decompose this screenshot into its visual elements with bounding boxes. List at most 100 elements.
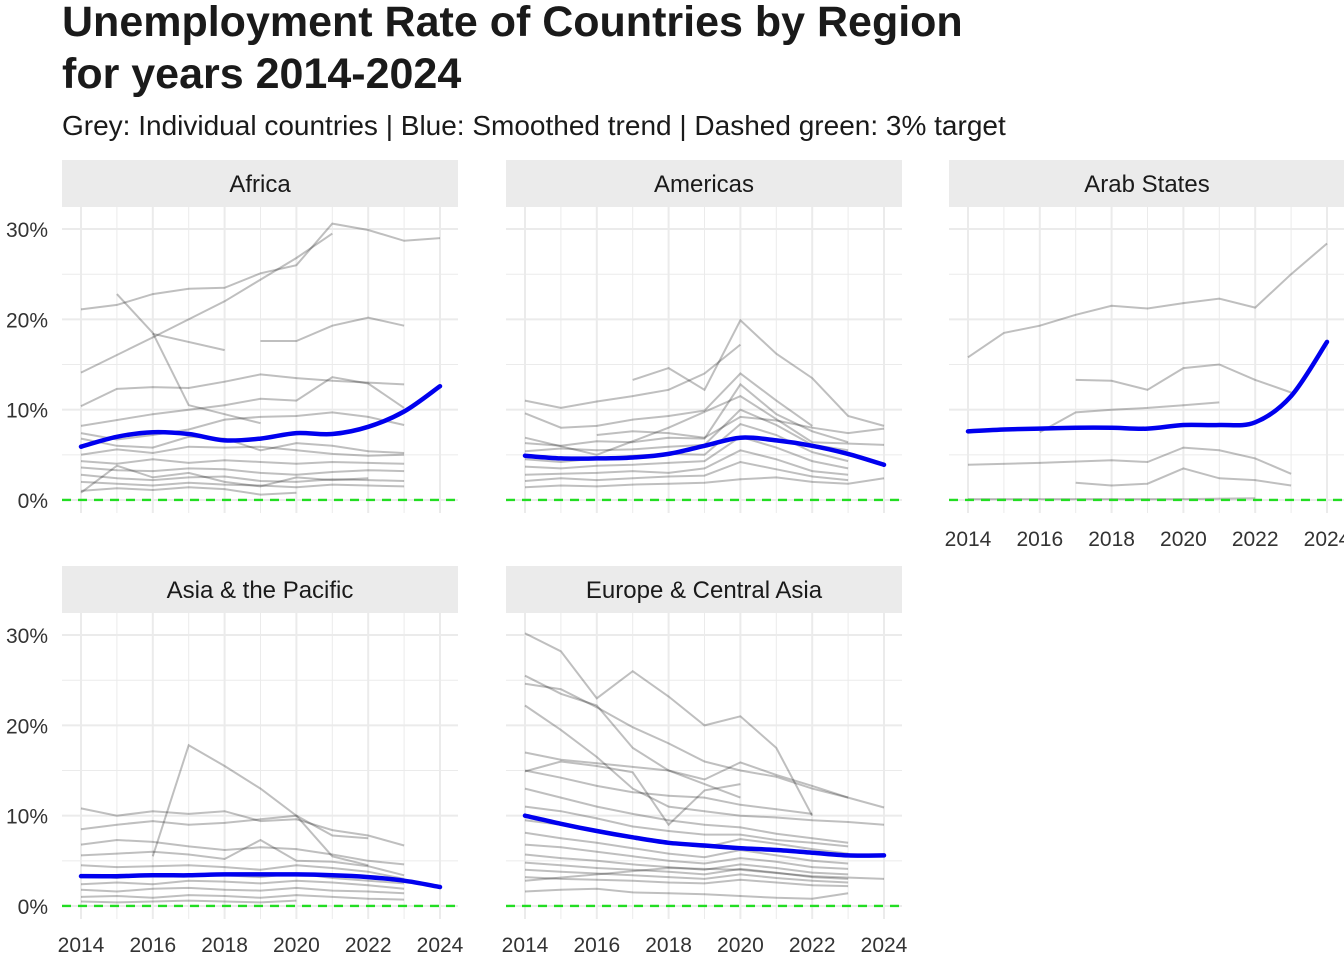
country-line bbox=[524, 769, 813, 815]
country-line bbox=[80, 222, 441, 311]
chart-title: Unemployment Rate of Countries by Region… bbox=[62, 0, 963, 100]
country-line bbox=[524, 760, 741, 827]
country-line bbox=[524, 853, 849, 876]
country-line bbox=[524, 476, 885, 489]
y-tick-label: 10% bbox=[6, 400, 48, 423]
country-line bbox=[524, 751, 849, 799]
y-tick-label: 0% bbox=[18, 490, 48, 513]
facet-strip bbox=[949, 160, 1344, 207]
country-line bbox=[524, 861, 849, 880]
country-line bbox=[1075, 467, 1292, 487]
country-line bbox=[524, 372, 813, 429]
country-line bbox=[80, 814, 369, 840]
x-tick-label: 2016 bbox=[573, 934, 620, 957]
country-line bbox=[80, 458, 405, 465]
x-tick-label: 2022 bbox=[345, 934, 392, 957]
country-line bbox=[116, 293, 261, 425]
country-line bbox=[967, 242, 1328, 359]
country-line bbox=[80, 411, 405, 441]
x-tick-label: 2024 bbox=[861, 934, 908, 957]
country-line bbox=[80, 864, 405, 880]
chart-subtitle: Grey: Individual countries | Blue: Smoot… bbox=[62, 110, 1006, 141]
y-tick-label: 30% bbox=[6, 625, 48, 648]
y-tick-label: 20% bbox=[6, 715, 48, 738]
x-tick-label: 2016 bbox=[1016, 528, 1063, 551]
facet-strip bbox=[62, 160, 458, 207]
country-line bbox=[524, 876, 849, 888]
country-line bbox=[80, 899, 297, 904]
country-line bbox=[80, 486, 297, 496]
chart-title-line-2: for years 2014-2024 bbox=[62, 50, 462, 98]
x-tick-label: 2020 bbox=[717, 934, 764, 957]
facet-strip-label: Arab States bbox=[1084, 171, 1209, 198]
facet-strip-label: Africa bbox=[229, 171, 291, 198]
facet-strip-label: Americas bbox=[654, 171, 754, 198]
country-line bbox=[524, 682, 885, 809]
country-line bbox=[1075, 363, 1292, 394]
y-tick-label: 0% bbox=[18, 896, 48, 919]
x-tick-label: 2016 bbox=[129, 934, 176, 957]
country-line bbox=[524, 394, 885, 456]
country-line bbox=[80, 373, 405, 408]
facet-panel: Americas bbox=[506, 160, 902, 513]
country-line bbox=[80, 838, 405, 877]
country-line bbox=[524, 343, 742, 409]
trend-line bbox=[522, 435, 887, 468]
country-line bbox=[524, 831, 849, 865]
country-line bbox=[80, 838, 405, 866]
x-tick-label: 2014 bbox=[58, 934, 105, 957]
x-tick-label: 2020 bbox=[273, 934, 320, 957]
country-line bbox=[524, 887, 849, 900]
facet-strip bbox=[506, 566, 902, 613]
country-line bbox=[524, 435, 849, 470]
country-line bbox=[80, 894, 405, 901]
trend-line bbox=[78, 383, 443, 449]
facet-strip-label: Asia & the Pacific bbox=[167, 577, 354, 604]
x-tick-label: 2018 bbox=[645, 934, 692, 957]
facet-strip-label: Europe & Central Asia bbox=[586, 577, 823, 604]
country-line bbox=[260, 316, 405, 342]
trend-line bbox=[522, 813, 887, 858]
country-line bbox=[80, 879, 405, 890]
country-line bbox=[152, 332, 225, 352]
x-tick-label: 2018 bbox=[201, 934, 248, 957]
country-line bbox=[524, 449, 849, 476]
country-line bbox=[151, 743, 369, 867]
facet-strip bbox=[506, 160, 902, 207]
country-line bbox=[80, 480, 405, 489]
y-tick-label: 10% bbox=[6, 806, 48, 829]
country-line bbox=[524, 787, 849, 844]
x-tick-label: 2022 bbox=[1232, 528, 1279, 551]
country-line bbox=[524, 866, 885, 882]
country-line bbox=[524, 805, 849, 848]
country-line bbox=[80, 232, 333, 374]
country-line bbox=[596, 415, 885, 439]
country-line bbox=[80, 466, 405, 476]
facet-panel: Africa 0% 10% 20% 30% bbox=[6, 160, 458, 513]
country-line bbox=[524, 868, 849, 884]
facet-panel: Arab States 2014 2016 2018 2020 2022 2024 bbox=[945, 160, 1344, 551]
trend-line bbox=[78, 872, 443, 890]
facet-panel: Asia & the Pacific 0% 10% 20% 30% 2014 2016 201… bbox=[6, 566, 464, 957]
country-line bbox=[80, 464, 369, 494]
x-tick-label: 2020 bbox=[1160, 528, 1207, 551]
country-line bbox=[524, 382, 849, 447]
chart-title-line-1: Unemployment Rate of Countries by Region bbox=[62, 0, 963, 46]
country-line bbox=[524, 704, 885, 826]
country-line bbox=[632, 318, 885, 427]
country-line bbox=[80, 376, 405, 427]
country-line bbox=[80, 807, 405, 847]
country-line bbox=[524, 632, 814, 817]
country-line bbox=[524, 674, 741, 799]
x-tick-label: 2022 bbox=[789, 934, 836, 957]
y-tick-label: 20% bbox=[6, 309, 48, 332]
trend-line bbox=[965, 339, 1330, 434]
x-tick-label: 2018 bbox=[1088, 528, 1135, 551]
country-line bbox=[524, 408, 849, 453]
country-line bbox=[1039, 401, 1220, 434]
x-tick-label: 2014 bbox=[502, 934, 549, 957]
country-line bbox=[967, 446, 1292, 475]
country-line bbox=[524, 843, 849, 870]
x-tick-label: 2024 bbox=[417, 934, 464, 957]
